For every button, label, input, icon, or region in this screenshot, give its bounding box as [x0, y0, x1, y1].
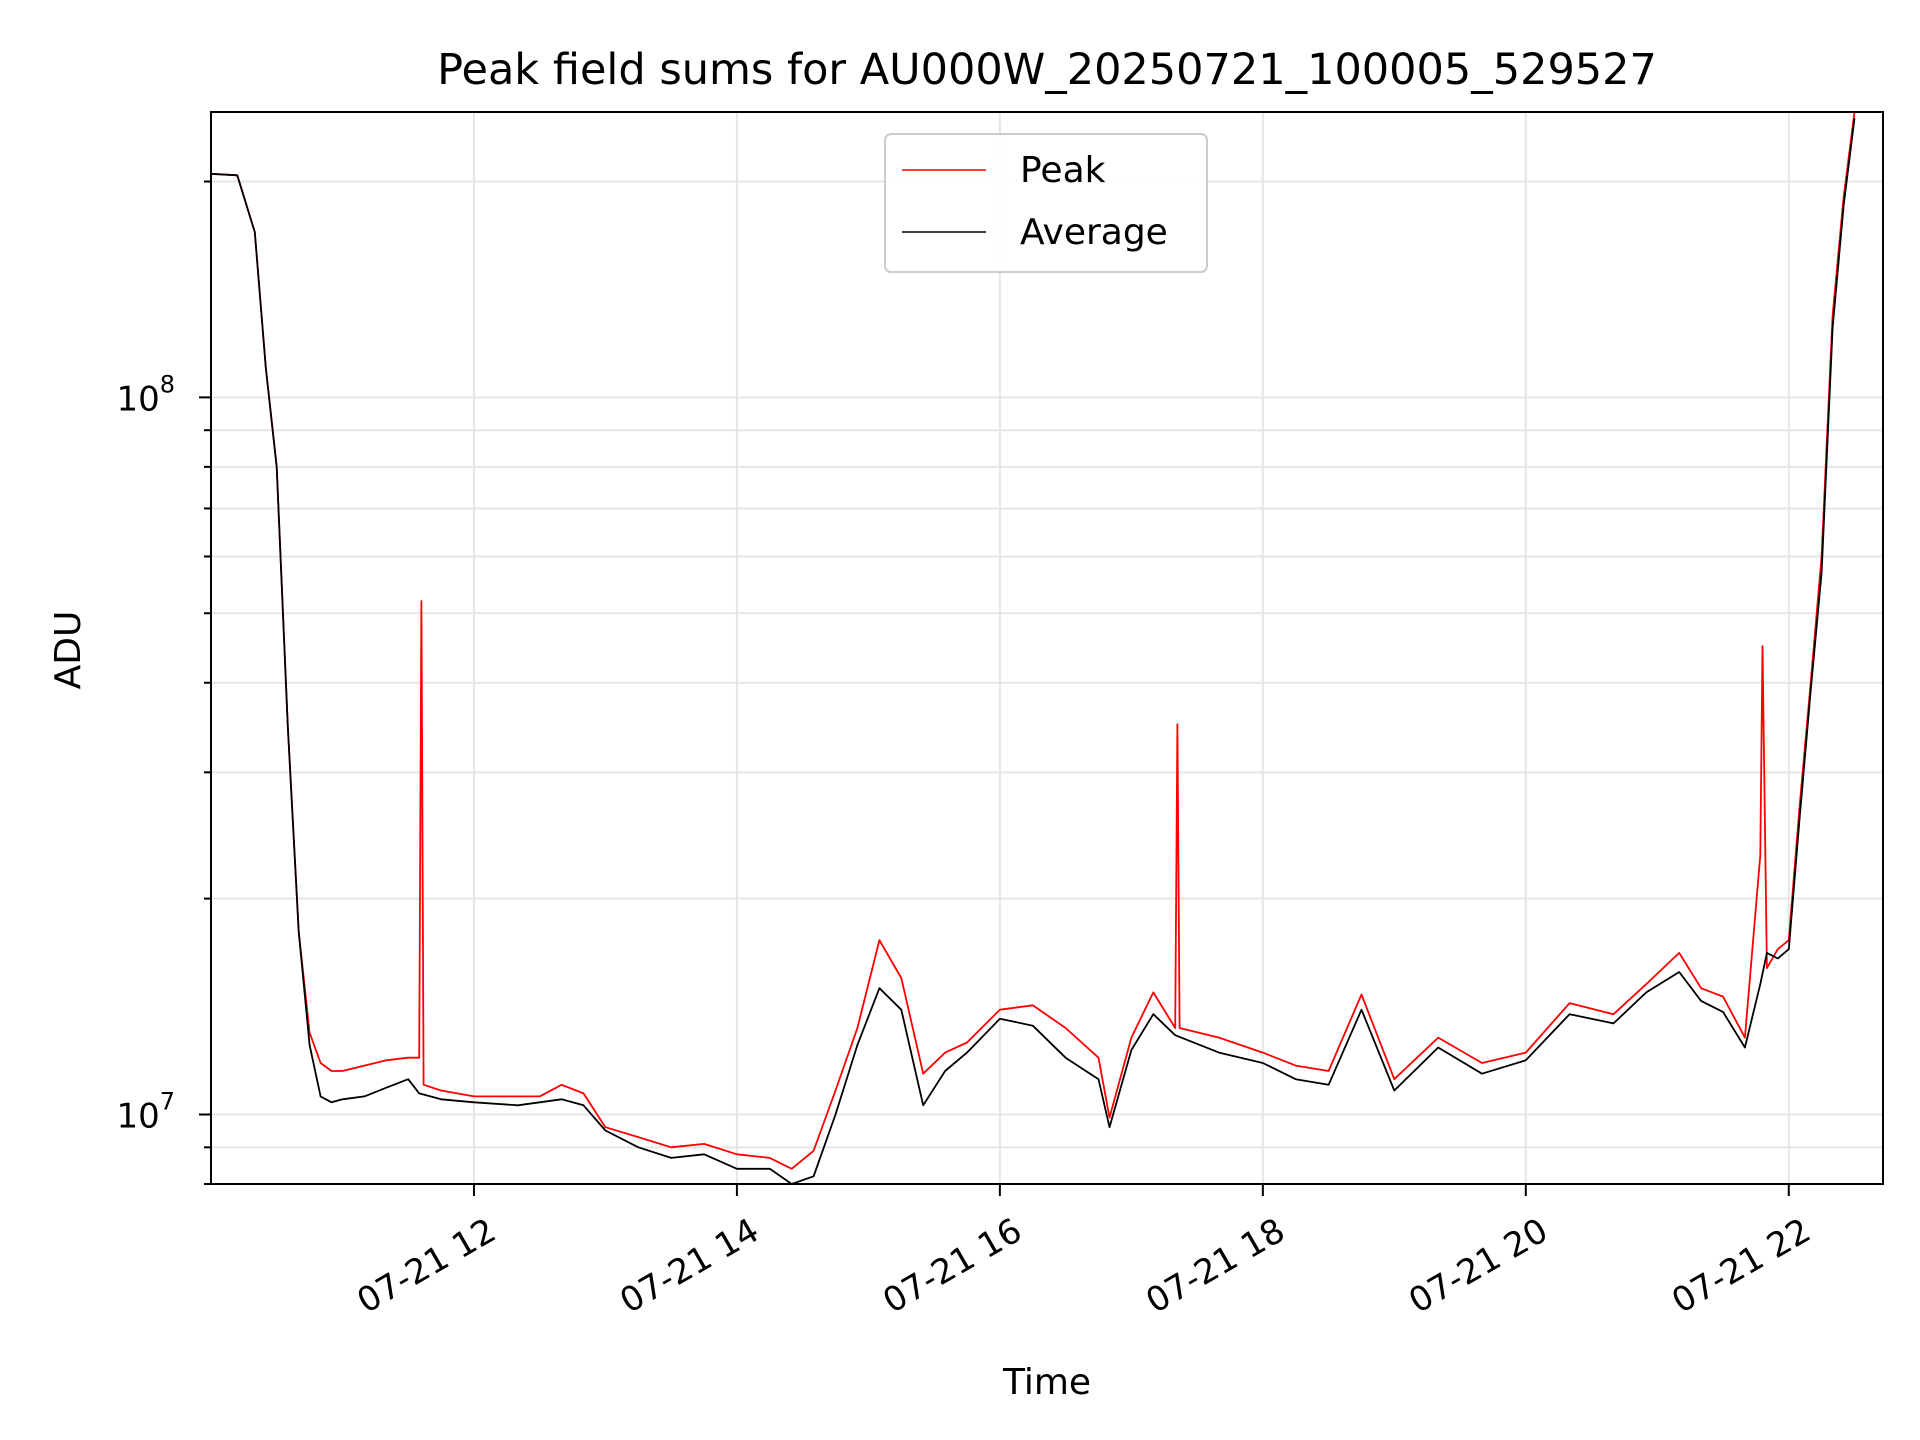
grid — [211, 112, 1883, 1185]
y-axis-ticks: 107 108 — [116, 180, 211, 1185]
legend-box — [884, 133, 1208, 273]
y-axis-label: ADU — [48, 611, 89, 690]
series-line-peak — [211, 112, 1856, 1170]
legend: Peak Average — [884, 133, 1208, 273]
y-tick-label: 107 — [116, 1088, 175, 1137]
series-line-average — [211, 118, 1856, 1184]
y-tick-label: 108 — [116, 370, 175, 419]
series-layer — [211, 112, 1856, 1184]
legend-label-peak: Peak — [1020, 150, 1106, 191]
plot-frame — [210, 111, 1884, 1185]
chart-title: Peak field sums for AU000W_20250721_1000… — [437, 45, 1657, 95]
x-axis-label: Time — [1002, 1362, 1091, 1403]
legend-label-average: Average — [1020, 212, 1168, 253]
